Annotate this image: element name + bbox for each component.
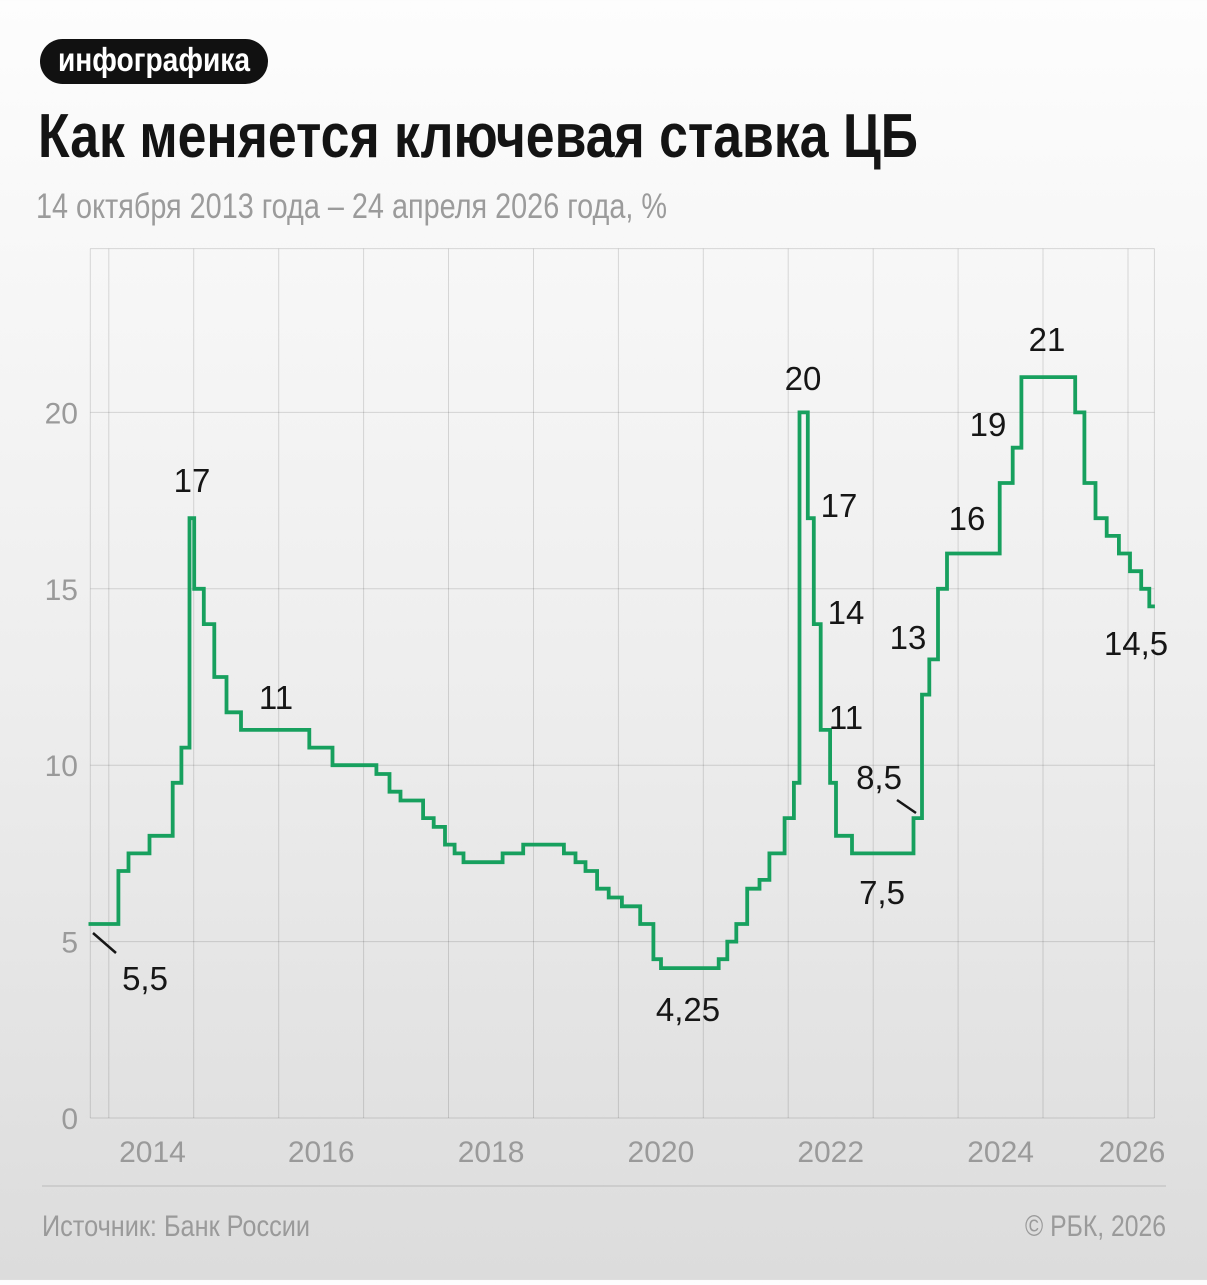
svg-text:14,5: 14,5 [1104, 625, 1168, 662]
svg-text:2020: 2020 [628, 1136, 695, 1169]
svg-text:7,5: 7,5 [859, 874, 905, 911]
svg-text:2022: 2022 [797, 1136, 864, 1169]
svg-text:16: 16 [949, 500, 986, 537]
svg-text:11: 11 [259, 679, 293, 716]
svg-text:0: 0 [61, 1103, 78, 1136]
svg-text:8,5: 8,5 [856, 759, 902, 796]
svg-text:17: 17 [821, 487, 858, 524]
svg-text:20: 20 [45, 397, 78, 430]
svg-text:2024: 2024 [967, 1136, 1034, 1169]
svg-text:Как меняется ключевая ставка Ц: Как меняется ключевая ставка ЦБ [38, 102, 918, 171]
svg-text:2018: 2018 [458, 1136, 525, 1169]
svg-text:11: 11 [829, 699, 863, 736]
svg-text:5: 5 [61, 927, 78, 960]
svg-text:2014: 2014 [119, 1136, 186, 1169]
svg-text:2026: 2026 [1099, 1136, 1166, 1169]
svg-text:15: 15 [45, 574, 78, 607]
svg-text:© РБК, 2026: © РБК, 2026 [1025, 1210, 1166, 1243]
svg-text:19: 19 [970, 406, 1007, 443]
svg-text:инфографика: инфографика [58, 41, 251, 78]
svg-text:20: 20 [785, 360, 822, 397]
svg-text:2016: 2016 [288, 1136, 355, 1169]
svg-text:4,25: 4,25 [656, 991, 720, 1028]
svg-text:21: 21 [1029, 321, 1066, 358]
svg-text:17: 17 [174, 462, 211, 499]
svg-text:10: 10 [45, 750, 78, 783]
svg-text:13: 13 [890, 619, 927, 656]
svg-text:14: 14 [828, 594, 865, 631]
svg-text:14 октября 2013 года – 24 апре: 14 октября 2013 года – 24 апреля 2026 го… [36, 187, 667, 226]
svg-text:Источник: Банк России: Источник: Банк России [42, 1210, 310, 1243]
svg-text:5,5: 5,5 [122, 960, 168, 997]
